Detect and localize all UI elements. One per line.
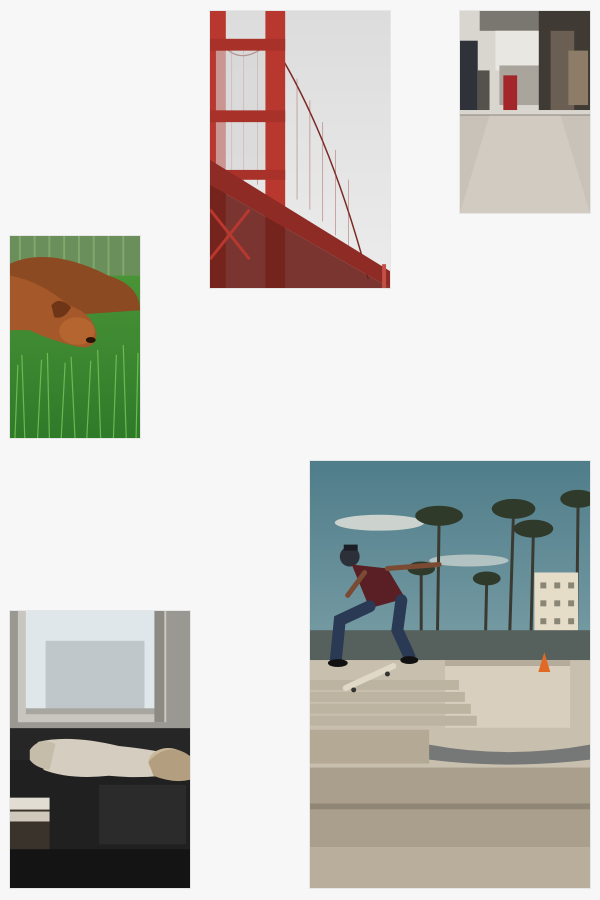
photo-skateboarder[interactable]: [309, 460, 591, 889]
person-on-couch-image: [10, 611, 190, 888]
golden-gate-bridge-image: [210, 11, 390, 288]
photo-subway-interior[interactable]: [459, 10, 591, 214]
photo-person-on-couch[interactable]: [9, 610, 191, 889]
photo-dogs-on-grass[interactable]: [9, 235, 141, 439]
dogs-on-grass-image: [10, 236, 140, 438]
skateboarder-image: [310, 461, 590, 888]
photo-golden-gate-bridge[interactable]: [209, 10, 391, 289]
subway-interior-image: [460, 11, 590, 213]
